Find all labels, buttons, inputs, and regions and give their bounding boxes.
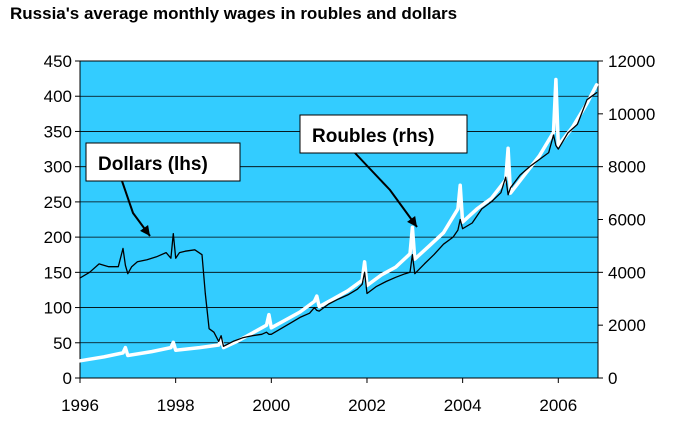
annotations: Dollars (lhs) Roubles (rhs) <box>85 114 468 237</box>
annotation-arrowhead <box>140 224 150 236</box>
series-group <box>78 77 599 363</box>
right-tick-label: 0 <box>608 369 617 388</box>
x-tick-label: 1996 <box>61 396 99 415</box>
chart-title: Russia's average monthly wages in rouble… <box>10 4 458 23</box>
left-tick-label: 300 <box>44 158 72 177</box>
x-tick-label: 2000 <box>252 396 290 415</box>
right-axis: 0 2000 4000 6000 8000 10000 12000 <box>598 52 655 388</box>
right-tick-label: 2000 <box>608 316 646 335</box>
right-tick-label: 6000 <box>608 211 646 230</box>
left-tick-label: 350 <box>44 122 72 141</box>
x-tick-label: 1998 <box>157 396 195 415</box>
x-tick-label: 2002 <box>348 396 386 415</box>
left-tick-label: 50 <box>53 334 72 353</box>
series-line-0 <box>79 92 598 347</box>
left-axis: 0 50 100 150 200 250 300 350 400 450 <box>44 52 80 388</box>
annotation-box <box>85 142 241 182</box>
plot-background <box>80 61 598 378</box>
right-tick-label: 12000 <box>608 52 655 71</box>
annotation-box <box>299 114 468 154</box>
left-tick-label: 150 <box>44 263 72 282</box>
plot-area <box>79 60 599 379</box>
left-tick-label: 400 <box>44 87 72 106</box>
x-axis: 1996 1998 2000 2002 2004 2006 <box>61 378 577 415</box>
right-tick-label: 10000 <box>608 105 655 124</box>
left-tick-label: 200 <box>44 228 72 247</box>
right-tick-label: 4000 <box>608 263 646 282</box>
annotation-label: Dollars (lhs) <box>98 154 208 175</box>
annotation-arrowhead <box>407 215 417 227</box>
series-line-1 <box>78 77 599 363</box>
annotation-label: Roubles (rhs) <box>312 126 434 147</box>
right-tick-label: 8000 <box>608 158 646 177</box>
x-tick-label: 2004 <box>444 396 482 415</box>
left-tick-label: 100 <box>44 299 72 318</box>
annotation-arrow <box>354 152 418 228</box>
left-tick-label: 450 <box>44 52 72 71</box>
left-tick-label: 250 <box>44 193 72 212</box>
x-tick-label: 2006 <box>539 396 577 415</box>
left-tick-label: 0 <box>63 369 72 388</box>
